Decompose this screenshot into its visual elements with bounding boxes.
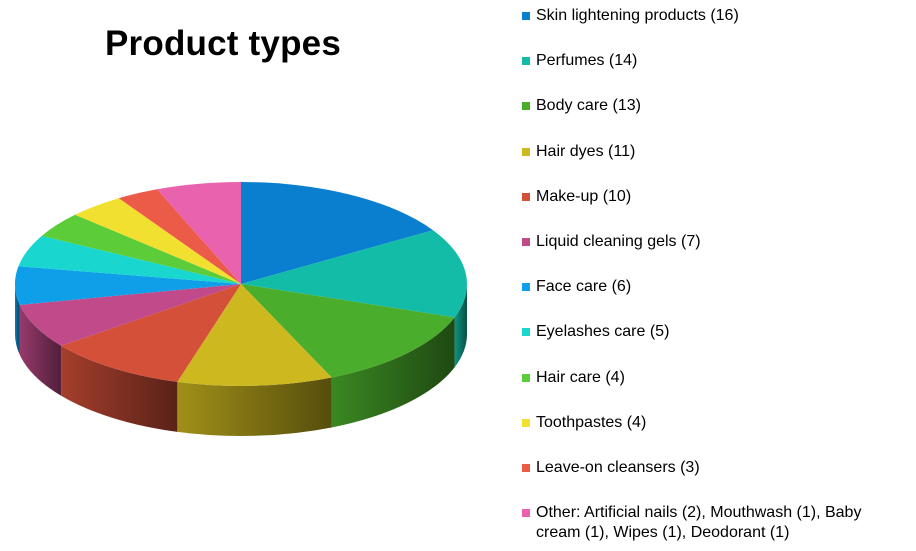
legend-swatch bbox=[522, 57, 530, 66]
legend-item: Hair care (4) bbox=[518, 368, 908, 388]
pie-top bbox=[15, 182, 467, 386]
pie-slice-8 bbox=[41, 214, 242, 284]
pie-slice-side-5 bbox=[19, 304, 62, 396]
legend-item: Body care (13) bbox=[518, 96, 908, 116]
pie-slice-4 bbox=[61, 284, 242, 382]
legend-item: Skin lightening products (16) bbox=[518, 6, 908, 26]
pie-slice-6 bbox=[15, 266, 241, 305]
legend-swatch bbox=[522, 192, 530, 201]
legend-swatch bbox=[522, 418, 530, 427]
pie-slice-11 bbox=[157, 182, 241, 284]
chart-title: Product types bbox=[105, 24, 341, 63]
pie-slice-side-2 bbox=[331, 317, 455, 428]
legend-swatch bbox=[522, 12, 530, 20]
pie-slice-0 bbox=[241, 182, 434, 284]
pie-slice-10 bbox=[118, 189, 241, 284]
pie-slice-1 bbox=[241, 230, 467, 318]
legend-swatch bbox=[522, 238, 530, 246]
legend-label: Skin lightening products (16) bbox=[536, 7, 739, 24]
legend-label: Make-up (10) bbox=[536, 187, 632, 205]
legend-label: Perfumes (14) bbox=[536, 52, 638, 70]
legend-label: Eyelashes care (5) bbox=[536, 323, 670, 341]
pie-slice-side-6 bbox=[15, 284, 20, 355]
legend-label: Other: Artificial nails (2), Mouthwash (… bbox=[536, 504, 862, 542]
legend-swatch bbox=[522, 328, 530, 337]
pie-chart bbox=[15, 182, 467, 437]
legend-label: Face care (6) bbox=[536, 278, 632, 296]
legend-label: Hair dyes (11) bbox=[536, 142, 636, 160]
pie-slice-7 bbox=[18, 235, 242, 284]
legend-label: Liquid cleaning gels (7) bbox=[536, 233, 701, 250]
legend-item: Face care (6) bbox=[518, 277, 908, 297]
pie-slice-side-3 bbox=[177, 377, 332, 437]
legend-swatch bbox=[522, 509, 530, 518]
legend-item: Hair dyes (11) bbox=[518, 142, 908, 162]
legend-label: Toothpastes (4) bbox=[536, 413, 647, 431]
legend-item: Make-up (10) bbox=[518, 187, 908, 207]
legend-item: Liquid cleaning gels (7) bbox=[518, 232, 908, 252]
legend-item: Other: Artificial nails (2), Mouthwash (… bbox=[518, 503, 908, 543]
legend-item: Perfumes (14) bbox=[518, 51, 908, 71]
pie-slice-side-1 bbox=[454, 284, 467, 368]
pie-slice-side-4 bbox=[61, 345, 178, 432]
legend-swatch bbox=[522, 464, 530, 472]
legend-swatch bbox=[522, 102, 530, 111]
pie-slice-3 bbox=[177, 284, 332, 386]
pie-slice-2 bbox=[241, 284, 455, 378]
legend-swatch bbox=[522, 373, 530, 382]
legend-item: Leave-on cleansers (3) bbox=[518, 458, 908, 478]
pie-slice-5 bbox=[19, 284, 241, 346]
legend-item: Eyelashes care (5) bbox=[518, 322, 908, 342]
legend-label: Leave-on cleansers (3) bbox=[536, 459, 700, 476]
legend-swatch bbox=[522, 147, 530, 156]
legend-item: Toothpastes (4) bbox=[518, 413, 908, 433]
legend-label: Body care (13) bbox=[536, 97, 641, 115]
pie-side-walls bbox=[15, 284, 467, 437]
legend-swatch bbox=[522, 283, 530, 292]
pie-slice-9 bbox=[74, 198, 242, 284]
legend-label: Hair care (4) bbox=[536, 368, 625, 386]
